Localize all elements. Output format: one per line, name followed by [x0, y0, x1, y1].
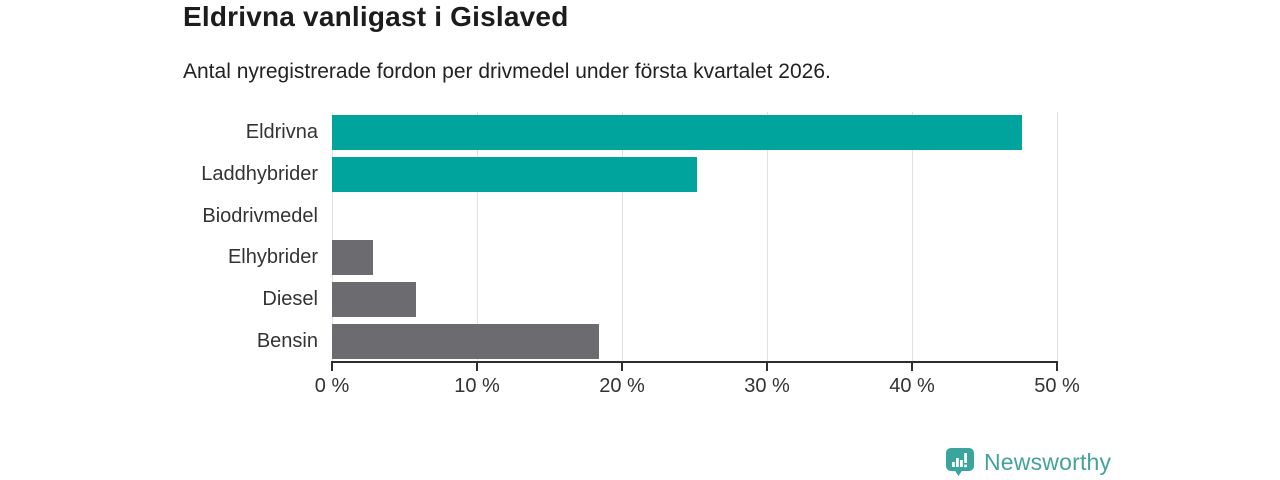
- category-label: Eldrivna: [245, 121, 318, 144]
- gridline-30: [767, 112, 768, 362]
- chart-title: Eldrivna vanligast i Gislaved: [183, 1, 569, 32]
- gridline-50: [1057, 112, 1058, 362]
- x-tick-10: [476, 363, 478, 371]
- x-tick-20: [621, 363, 623, 371]
- bar-row: Bensin: [257, 320, 1057, 362]
- x-tick-40: [911, 363, 913, 371]
- x-tick-label-20: 20 %: [599, 375, 645, 397]
- x-tick-30: [766, 363, 768, 371]
- bar-row: Elhybrider: [228, 237, 1057, 279]
- bar-row: Laddhybrider: [201, 154, 1057, 196]
- category-label: Biodrivmedel: [202, 204, 318, 227]
- gridline-40: [912, 112, 913, 362]
- x-tick-50: [1056, 363, 1058, 371]
- chart-subtitle: Antal nyregistrerade fordon per drivmede…: [183, 60, 831, 83]
- category-label: Laddhybrider: [201, 162, 318, 185]
- x-tick-label-0: 0 %: [314, 375, 350, 397]
- x-tick-0: [331, 363, 333, 371]
- bar-elhybrider: [332, 240, 373, 276]
- newsworthy-logo-text: Newsworthy: [984, 448, 1112, 475]
- bar-diesel: [332, 281, 417, 317]
- gridline-10: [477, 112, 478, 362]
- x-tick-label-50: 50 %: [1034, 375, 1080, 397]
- bar-laddhybrider: [332, 156, 698, 192]
- category-label: Bensin: [256, 329, 318, 352]
- category-label: Diesel: [262, 287, 318, 310]
- bar-bensin: [332, 323, 599, 359]
- bar-row: Diesel: [262, 279, 1057, 321]
- bar-row: Eldrivna: [246, 112, 1057, 154]
- x-axis-line: [331, 361, 1058, 363]
- x-tick-label-10: 10 %: [454, 375, 500, 397]
- x-tick-label-40: 40 %: [889, 375, 935, 397]
- newsworthy-logo: Newsworthy: [944, 446, 1111, 478]
- bar-eldrivna: [332, 115, 1023, 151]
- bar-row: Biodrivmedel: [202, 195, 1057, 237]
- plot-area: Eldrivna Laddhybrider Biodrivmedel Elhybrid…: [201, 112, 1080, 397]
- newsworthy-barchart-pin-icon: [946, 448, 974, 476]
- gridline-20: [622, 112, 623, 362]
- category-label: Elhybrider: [227, 246, 318, 269]
- x-tick-label-30: 30 %: [744, 375, 790, 397]
- gridline-0: [332, 112, 333, 362]
